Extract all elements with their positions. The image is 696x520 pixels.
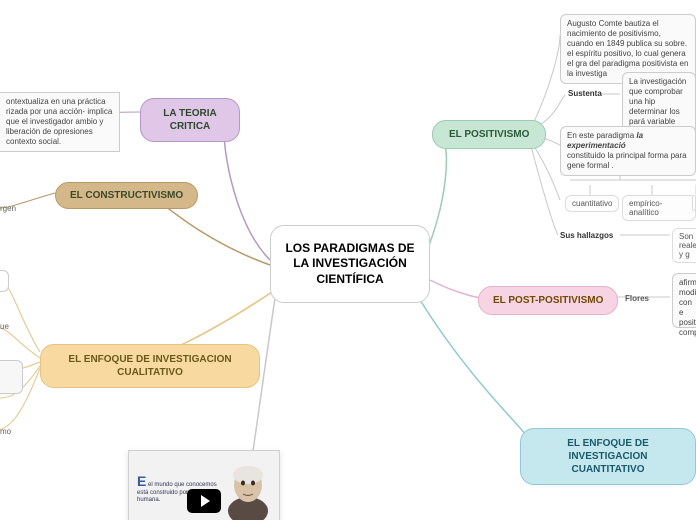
label-sus-hallazgos: Sus hallazgos [560,231,613,240]
label-flores: Flores [625,294,649,303]
text-hallazgos: Son reales y g [672,228,696,263]
node-cuantitativo[interactable]: EL ENFOQUE DE INVESTIGACION CUANTITATIVO [520,428,696,485]
text-experimentacion: En este paradigma la experimentació cons… [560,126,696,176]
cutbox-2 [0,360,23,394]
center-title: LOS PARADIGMAS DE LA INVESTIGACIÓN CIENT… [285,241,415,288]
tag-cut [692,195,696,211]
label-sustenta: Sustenta [568,89,602,98]
text-critica-desc: ontextualiza en una práctica rizada por … [0,92,120,152]
label-ue: ue [0,322,9,331]
label-constructivismo: EL CONSTRUCTIVISMO [70,189,183,202]
label-mo: mo [0,427,11,436]
play-icon[interactable] [187,489,221,513]
center-node: LOS PARADIGMAS DE LA INVESTIGACIÓN CIENT… [270,225,430,303]
tag-cuantitativo[interactable]: cuantitativo [565,195,619,212]
text-postpos: afirm modif con e positi comp [672,273,696,328]
label-cuantitativo: EL ENFOQUE DE INVESTIGACION CUANTITATIVO [535,437,681,476]
node-cualitativo[interactable]: EL ENFOQUE DE INVESTIGACION CUALITATIVO [40,344,260,388]
label-post-positivismo: EL POST-POSITIVISMO [493,294,603,307]
label-positivismo: EL POSITIVISMO [449,128,529,141]
node-teoria-critica[interactable]: LA TEORIA CRITICA [140,98,240,142]
portrait-icon [223,461,273,520]
video-thumbnail[interactable]: E el mundo que conocemos está construido… [128,450,280,520]
cutbox-1 [0,270,9,292]
label-teoria-critica: LA TEORIA CRITICA [155,107,225,133]
node-constructivismo[interactable]: EL CONSTRUCTIVISMO [55,182,198,209]
label-rgen: rgen [0,204,16,213]
label-cualitativo: EL ENFOQUE DE INVESTIGACION CUALITATIVO [55,353,245,379]
node-positivismo[interactable]: EL POSITIVISMO [432,120,546,149]
tag-empirico[interactable]: empírico-analítico [622,195,696,221]
node-post-positivismo[interactable]: EL POST-POSITIVISMO [478,286,618,315]
